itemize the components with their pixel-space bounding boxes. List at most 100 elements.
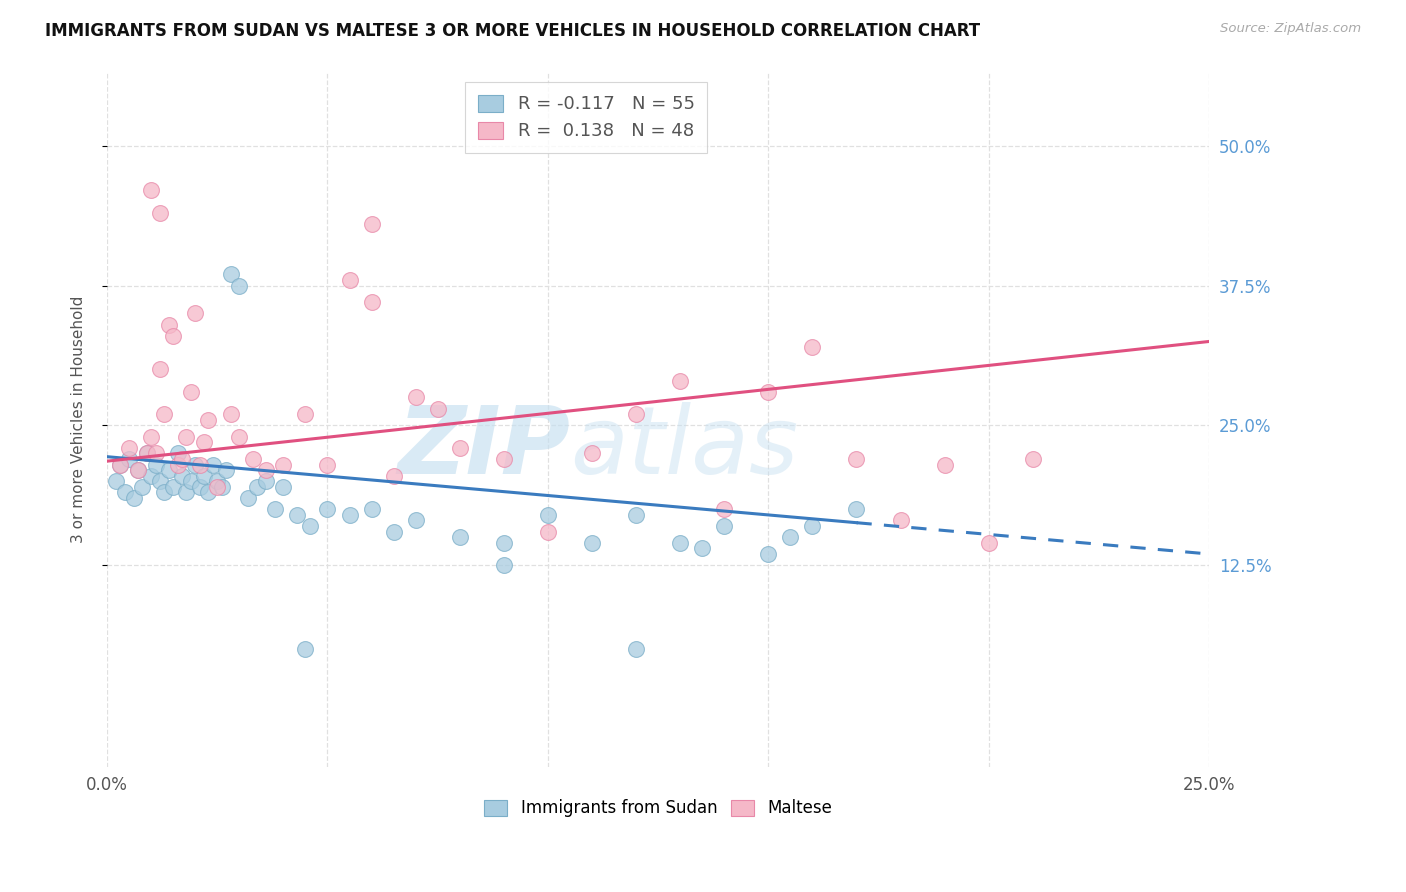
Point [1022, 451, 1045, 466]
Point [537, 524, 560, 539]
Point [236, 491, 259, 505]
Point [135, 446, 157, 460]
Point [316, 458, 339, 472]
Point [153, 485, 176, 500]
Point [180, 384, 202, 399]
Point [197, 485, 219, 500]
Point [254, 475, 277, 489]
Point [219, 407, 242, 421]
Point [294, 642, 316, 657]
Point [162, 480, 184, 494]
Point [756, 384, 779, 399]
Point [149, 206, 172, 220]
Point [170, 468, 193, 483]
Point [184, 458, 207, 472]
Point [131, 480, 153, 494]
Point [254, 463, 277, 477]
Point [382, 524, 405, 539]
Point [149, 362, 172, 376]
Point [166, 458, 188, 472]
Point [492, 558, 515, 573]
Point [845, 502, 868, 516]
Point [145, 458, 167, 472]
Point [215, 463, 238, 477]
Point [316, 502, 339, 516]
Point [845, 451, 868, 466]
Point [492, 536, 515, 550]
Point [162, 329, 184, 343]
Point [184, 306, 207, 320]
Point [801, 519, 824, 533]
Point [624, 508, 647, 522]
Point [118, 451, 141, 466]
Text: atlas: atlas [569, 402, 799, 493]
Point [273, 480, 295, 494]
Point [193, 468, 215, 483]
Point [228, 429, 250, 443]
Point [127, 463, 149, 477]
Point [449, 530, 471, 544]
Point [197, 413, 219, 427]
Point [149, 475, 172, 489]
Point [166, 446, 188, 460]
Point [298, 519, 321, 533]
Point [118, 441, 141, 455]
Point [157, 318, 180, 332]
Point [624, 642, 647, 657]
Text: IMMIGRANTS FROM SUDAN VS MALTESE 3 OR MORE VEHICLES IN HOUSEHOLD CORRELATION CHA: IMMIGRANTS FROM SUDAN VS MALTESE 3 OR MO… [45, 22, 980, 40]
Point [193, 435, 215, 450]
Point [114, 485, 136, 500]
Point [426, 401, 449, 416]
Point [713, 502, 735, 516]
Point [207, 475, 229, 489]
Point [581, 446, 603, 460]
Point [339, 273, 361, 287]
Point [211, 480, 233, 494]
Point [246, 480, 269, 494]
Point [228, 278, 250, 293]
Point [405, 513, 427, 527]
Point [127, 463, 149, 477]
Point [713, 519, 735, 533]
Point [405, 391, 427, 405]
Point [977, 536, 1000, 550]
Point [801, 340, 824, 354]
Point [207, 480, 229, 494]
Point [145, 446, 167, 460]
Point [779, 530, 801, 544]
Point [122, 491, 145, 505]
Point [141, 429, 163, 443]
Point [492, 451, 515, 466]
Point [176, 485, 198, 500]
Point [176, 429, 198, 443]
Point [360, 502, 382, 516]
Text: Source: ZipAtlas.com: Source: ZipAtlas.com [1220, 22, 1361, 36]
Point [669, 374, 692, 388]
Point [263, 502, 285, 516]
Point [242, 451, 264, 466]
Point [110, 458, 132, 472]
Point [188, 480, 211, 494]
Point [110, 458, 132, 472]
Point [157, 463, 180, 477]
Point [285, 508, 308, 522]
Point [360, 217, 382, 231]
Legend: Immigrants from Sudan, Maltese: Immigrants from Sudan, Maltese [478, 793, 839, 824]
Point [201, 458, 224, 472]
Point [294, 407, 316, 421]
Point [934, 458, 956, 472]
Point [339, 508, 361, 522]
Point [141, 183, 163, 197]
Point [581, 536, 603, 550]
Text: ZIP: ZIP [396, 401, 569, 493]
Point [537, 508, 560, 522]
Point [104, 475, 127, 489]
Point [141, 468, 163, 483]
Point [170, 451, 193, 466]
Point [449, 441, 471, 455]
Point [624, 407, 647, 421]
Point [669, 536, 692, 550]
Point [756, 547, 779, 561]
Point [890, 513, 912, 527]
Point [188, 458, 211, 472]
